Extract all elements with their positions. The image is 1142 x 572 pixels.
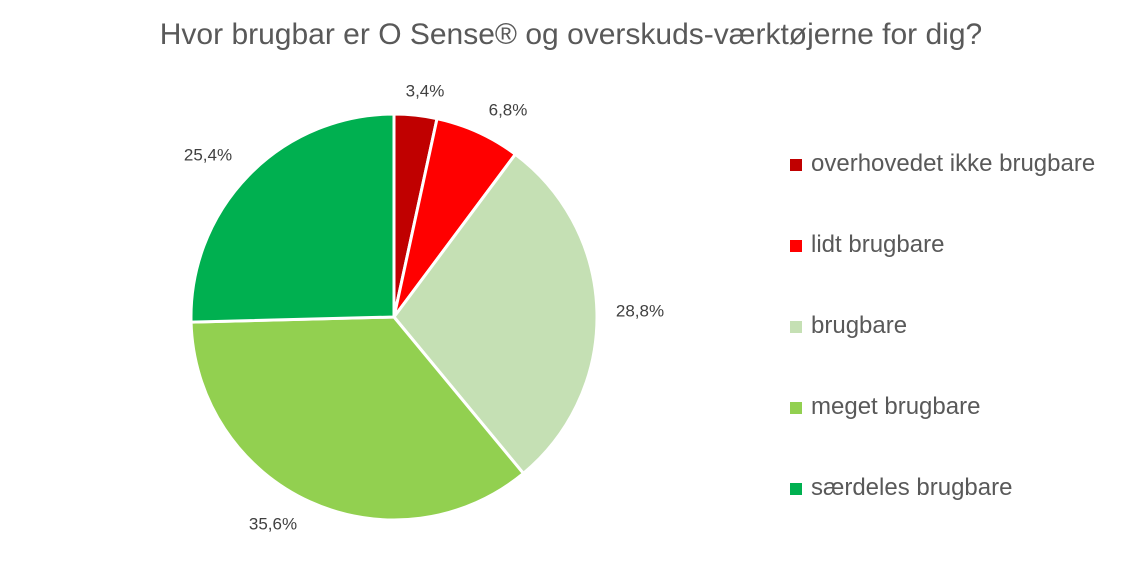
legend-swatch xyxy=(790,321,802,333)
legend-label: særdeles brugbare xyxy=(811,474,1013,501)
legend-label: lidt brugbare xyxy=(811,231,945,258)
chart-title: Hvor brugbar er O Sense® og overskuds-væ… xyxy=(159,18,983,51)
data-label: 28,8% xyxy=(616,301,664,320)
data-label: 6,8% xyxy=(489,100,528,119)
legend-swatch xyxy=(790,240,802,252)
data-label: 35,6% xyxy=(249,514,297,533)
data-label: 3,4% xyxy=(406,81,445,100)
legend-swatch xyxy=(790,159,802,171)
legend-swatch xyxy=(790,402,802,414)
legend-label: brugbare xyxy=(811,312,908,339)
legend-label: meget brugbare xyxy=(811,393,981,420)
legend-swatch xyxy=(790,483,802,495)
pie-slice xyxy=(189,315,525,522)
legend-label: overhovedet ikke brugbare xyxy=(811,150,1096,177)
data-label: 25,4% xyxy=(184,145,232,164)
pie-slice xyxy=(189,112,396,324)
pie-slice xyxy=(392,152,599,475)
